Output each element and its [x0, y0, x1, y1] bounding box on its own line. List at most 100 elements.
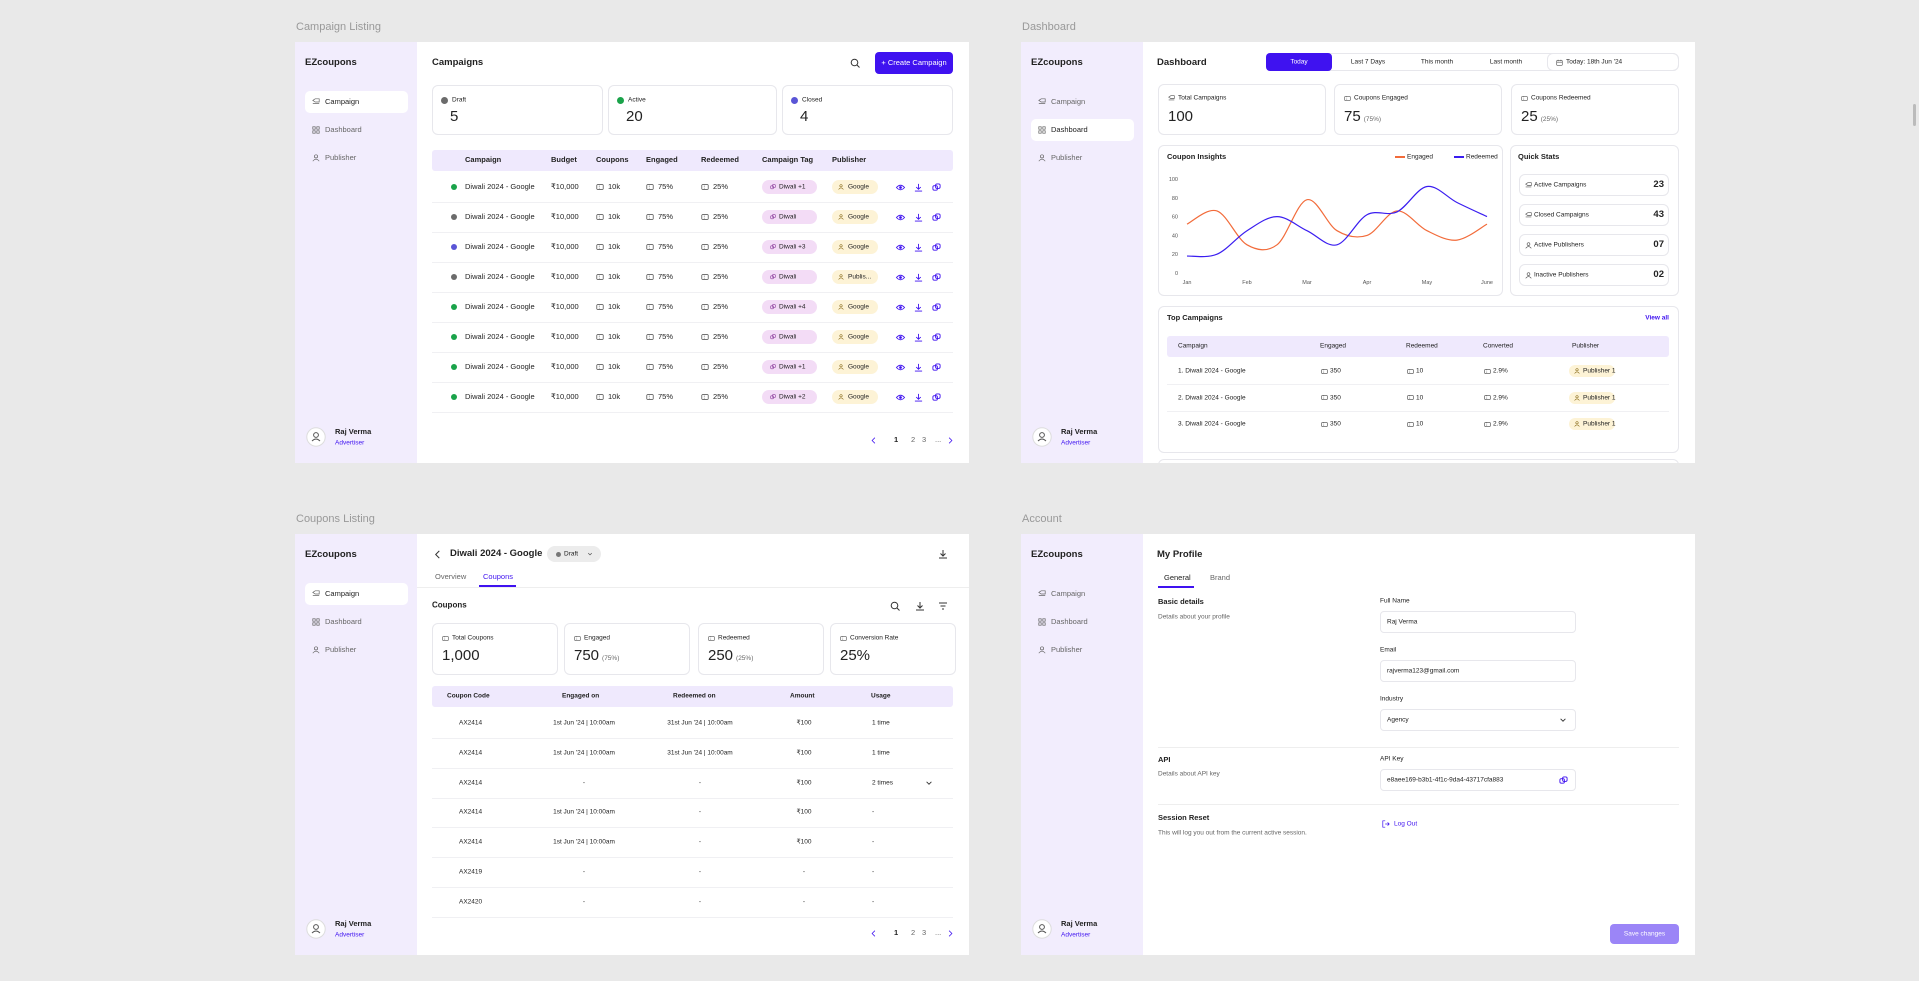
input[interactable]	[1380, 611, 1576, 633]
status-pill[interactable]	[547, 546, 601, 562]
stat: 25 (25%)	[1521, 108, 1558, 126]
input-value: rajverma123@gmail.com	[1387, 667, 1460, 675]
page-link[interactable]: ...	[935, 927, 942, 937]
icon-coupon	[701, 304, 709, 310]
nav-item[interactable]: Campaign	[325, 588, 360, 598]
icon-link	[931, 242, 941, 251]
engaged: 75%	[658, 391, 674, 401]
section-title: API	[1158, 754, 1171, 764]
publisher: Google	[848, 303, 869, 311]
create-button[interactable]	[875, 52, 953, 74]
icon-dl	[914, 363, 922, 372]
budget: ₹10,000	[551, 361, 579, 371]
stat-card	[830, 623, 956, 675]
row-divider	[432, 262, 953, 263]
icon-coupon	[596, 394, 604, 400]
cell: 2.9%	[1493, 393, 1508, 401]
user-role: Advertiser	[1061, 439, 1091, 447]
nav-item[interactable]: Dashboard	[325, 124, 362, 134]
nav-item[interactable]: Dashboard	[1051, 124, 1088, 134]
page-link[interactable]: 1	[894, 927, 899, 937]
page-link[interactable]: 2	[911, 927, 916, 937]
publisher-pill	[832, 300, 878, 314]
campaign-name[interactable]: Diwali 2024 - Google	[465, 331, 535, 341]
cell: 2.9%	[1493, 367, 1508, 375]
icon-user	[1574, 368, 1580, 374]
nav-item[interactable]: Publisher	[325, 644, 357, 654]
brand: EZcoupons	[1031, 56, 1083, 68]
icon-link	[931, 212, 941, 221]
tab[interactable]: General	[1164, 572, 1191, 582]
stat-label: Closed	[802, 96, 823, 104]
campaign-name[interactable]: 1. Diwali 2024 - Google	[1178, 367, 1246, 375]
campaign-name[interactable]: Diwali 2024 - Google	[465, 211, 535, 221]
nav-item[interactable]: Dashboard	[325, 616, 362, 626]
nav-item[interactable]: Publisher	[325, 152, 357, 162]
icon-coupon	[1406, 421, 1414, 427]
campaign-name[interactable]: 3. Diwali 2024 - Google	[1178, 420, 1246, 428]
logout[interactable]: Log Out	[1394, 820, 1418, 828]
range-tab[interactable]: Last 7 Days	[1350, 58, 1386, 66]
scrollbar[interactable]	[1913, 104, 1916, 126]
icon-coupon	[596, 334, 604, 340]
icon-link	[770, 304, 776, 310]
nav-item[interactable]: Campaign	[1051, 588, 1086, 598]
row-divider	[432, 887, 953, 888]
page-link[interactable]: 2	[911, 434, 916, 444]
campaign-name[interactable]: 2. Diwali 2024 - Google	[1178, 393, 1246, 401]
save-label[interactable]: Save changes	[1623, 930, 1666, 938]
engaged: 75%	[658, 181, 674, 191]
table-header	[432, 686, 953, 707]
tab[interactable]: Overview	[435, 571, 467, 581]
icon-user	[1524, 271, 1532, 279]
campaign-name[interactable]: Diwali 2024 - Google	[465, 361, 535, 371]
date-picker[interactable]	[1547, 53, 1679, 71]
nav-item[interactable]: Publisher	[1051, 152, 1083, 162]
icon-eye	[895, 274, 905, 280]
range-tab[interactable]: This month	[1420, 58, 1454, 66]
campaign-name[interactable]: Diwali 2024 - Google	[465, 301, 535, 311]
cell: -	[582, 898, 586, 906]
campaign-name[interactable]: Diwali 2024 - Google	[465, 271, 535, 281]
tab[interactable]: Coupons	[483, 571, 514, 581]
range-tab[interactable]: Last month	[1489, 58, 1523, 66]
budget: ₹10,000	[551, 391, 579, 401]
stat: 750 (75%)	[574, 647, 619, 665]
brand: EZcoupons	[305, 548, 357, 560]
nav-item[interactable]: Campaign	[1051, 96, 1086, 106]
line-series	[1186, 199, 1488, 251]
input[interactable]	[1380, 709, 1576, 731]
icon-search	[850, 58, 860, 68]
icon-chev	[926, 781, 932, 785]
campaign-name[interactable]: Diwali 2024 - Google	[465, 241, 535, 251]
coupons: 10k	[608, 301, 621, 311]
tab-underline	[1158, 586, 1194, 588]
tab[interactable]: Brand	[1210, 572, 1231, 582]
date: Today: 18th Jun '24	[1566, 58, 1623, 66]
save-button[interactable]	[1610, 924, 1679, 944]
campaign-name[interactable]: Diwali 2024 - Google	[465, 181, 535, 191]
publisher-pill	[1569, 391, 1615, 404]
page-link[interactable]: 3	[922, 434, 927, 444]
icon-user	[838, 364, 844, 370]
input[interactable]	[1380, 660, 1576, 682]
icon-coupon	[1406, 395, 1414, 400]
stat-value: 20	[626, 107, 643, 125]
campaign-name[interactable]: Diwali 2024 - Google	[465, 391, 535, 401]
page-link[interactable]: 1	[894, 434, 899, 444]
page-link[interactable]: 3	[922, 927, 927, 937]
nav-item[interactable]: Campaign	[325, 96, 360, 106]
view-all[interactable]: View all	[1645, 314, 1669, 322]
page-link[interactable]: ...	[935, 434, 942, 444]
nav-item[interactable]: Publisher	[1051, 644, 1083, 654]
nav-item[interactable]: Dashboard	[1051, 616, 1088, 626]
row-divider	[432, 857, 953, 859]
stat-value: 25%	[840, 646, 871, 664]
cell: AX2414	[459, 749, 483, 757]
cell: ₹100	[796, 838, 812, 846]
cell: -	[698, 898, 702, 906]
nav-active	[305, 91, 408, 113]
range-tab[interactable]: Today	[1290, 58, 1308, 66]
create-label[interactable]: + Create Campaign	[881, 57, 947, 67]
y-tick-label: 80	[1172, 196, 1178, 202]
